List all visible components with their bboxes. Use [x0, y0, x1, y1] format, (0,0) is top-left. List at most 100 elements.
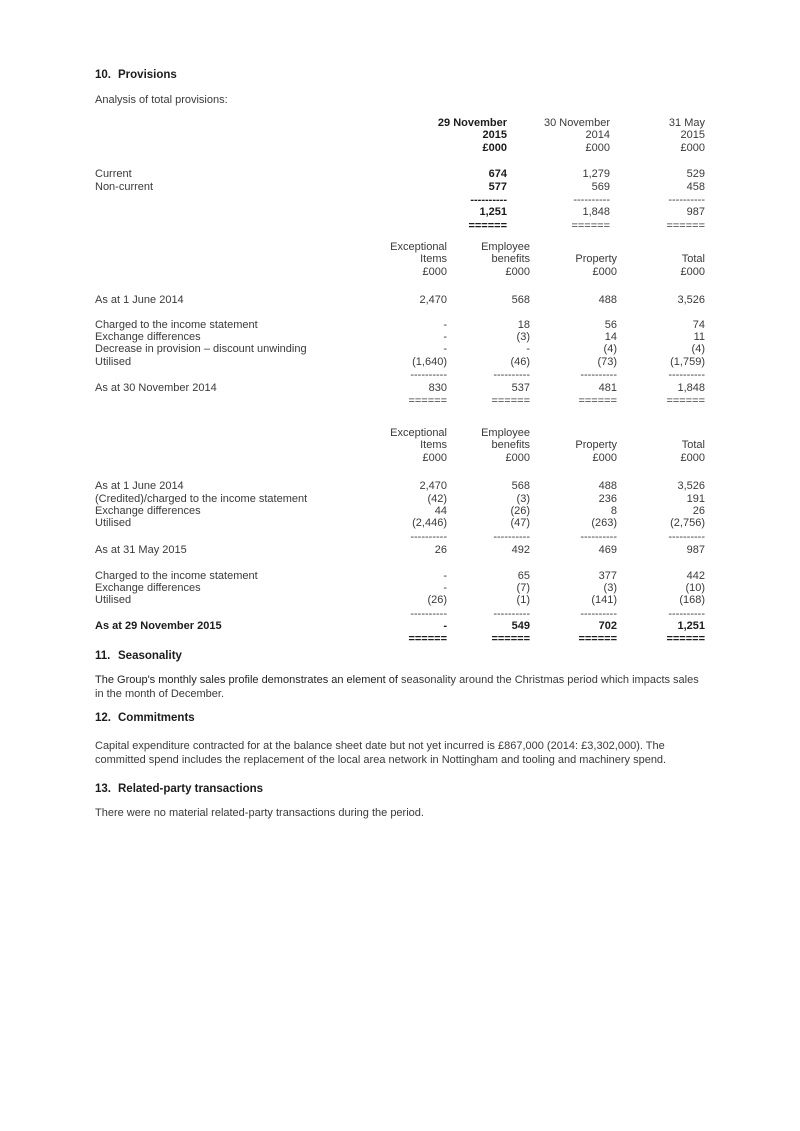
double-rule: ======	[666, 394, 705, 407]
cell: -	[526, 343, 530, 356]
table-row: Utilised (2,446) (47) (263) (2,756)	[95, 517, 705, 529]
table-header-row: Exceptional Items £000 Employee benefits…	[95, 427, 705, 464]
rule-spacer	[95, 395, 375, 407]
row-label: As at 29 November 2015	[95, 620, 222, 633]
header-line	[530, 241, 617, 253]
cell: 3,526	[677, 480, 705, 493]
header-line: £000	[505, 451, 530, 464]
table-row-opening: As at 1 June 2014 2,470 568 488 3,526	[95, 294, 705, 306]
dash-rule: ----------	[410, 369, 447, 382]
cell: 469	[598, 544, 617, 557]
dash-rule: ----------	[668, 607, 705, 620]
table-row-current: Current 674 1,279 529	[95, 168, 705, 180]
cell: 3,526	[677, 294, 705, 307]
section-heading-provisions: 10. Provisions	[95, 69, 705, 81]
cell: (1,640)	[412, 355, 447, 368]
col-header-total: Total £000	[617, 427, 705, 464]
commitments-paragraph: Capital expenditure contracted for at th…	[95, 740, 667, 766]
row-label: (Credited)/charged to the income stateme…	[95, 492, 308, 505]
total-rule: ====== ====== ====== ======	[95, 395, 705, 407]
row-label: Utilised	[95, 594, 132, 607]
cell: 442	[686, 569, 705, 582]
header-line: Property	[575, 253, 617, 266]
cell: 569	[591, 180, 610, 193]
section-title: Commitments	[118, 712, 195, 724]
header-line: 2015	[482, 129, 507, 142]
header-line: £000	[585, 141, 610, 154]
subtotal-rule: ---------- ---------- ---------- -------…	[95, 369, 705, 381]
dash-rule: ----------	[470, 193, 507, 206]
rule-spacer	[95, 608, 375, 620]
header-line: 29 November	[437, 117, 507, 130]
table-row: Utilised (26) (1) (141) (168)	[95, 594, 705, 606]
table-row: Decrease in provision – discount unwindi…	[95, 343, 705, 355]
rule-spacer	[95, 531, 375, 543]
section-number: 11.	[95, 650, 111, 662]
cell: 549	[511, 620, 530, 633]
table-row-closing: As at 30 November 2014 830 537 481 1,848	[95, 382, 705, 394]
cell: 529	[686, 168, 705, 181]
section-number: 12.	[95, 712, 111, 724]
table-row: Exchange differences - (7) (3) (10)	[95, 582, 705, 594]
cell: 2,470	[419, 480, 447, 493]
provisions-movement-table-2015: Exceptional Items £000 Employee benefits…	[95, 427, 705, 646]
header-line: £000	[422, 451, 447, 464]
cell: (42)	[427, 492, 447, 505]
cell: (10)	[685, 581, 705, 594]
dash-rule: ----------	[668, 193, 705, 206]
dash-rule: ----------	[493, 369, 530, 382]
header-line: £000	[680, 451, 705, 464]
cell: 568	[511, 294, 530, 307]
cell: 11	[693, 330, 705, 343]
dash-rule: ----------	[410, 607, 447, 620]
row-label	[95, 206, 397, 218]
cell: (26)	[510, 504, 530, 517]
cell: -	[443, 620, 447, 633]
header-line: 2015	[680, 129, 705, 142]
row-label: Non-current	[95, 180, 154, 193]
col-header-employee-benefits: Employee benefits £000	[447, 241, 530, 278]
section-title: Provisions	[118, 69, 177, 81]
cell: 987	[686, 206, 705, 219]
section-number: 10.	[95, 69, 111, 81]
cell: 481	[598, 381, 617, 394]
col-header-total: Total £000	[617, 241, 705, 278]
table-row: Charged to the income statement - 18 56 …	[95, 319, 705, 331]
cell: 191	[686, 492, 705, 505]
table-row-mid: As at 31 May 2015 26 492 469 987	[95, 544, 705, 556]
cell: (3)	[516, 330, 530, 343]
paragraph-rest: seasonality around the Christmas period …	[95, 674, 699, 700]
section-heading-seasonality: 11. Seasonality	[95, 650, 705, 662]
header-line: Total	[681, 439, 705, 452]
cell: 65	[517, 569, 530, 582]
col-header-exceptional-items: Exceptional Items £000	[375, 427, 447, 464]
provisions-summary-table: 29 November 2015 £000 30 November 2014 £…	[95, 117, 705, 232]
header-line: 31 May	[668, 117, 705, 130]
table-row: (Credited)/charged to the income stateme…	[95, 493, 705, 505]
table-row: Exchange differences - (3) 14 11	[95, 331, 705, 343]
subtotal-rule: ---------- ---------- ----------	[95, 194, 705, 206]
cell: 1,251	[479, 206, 507, 219]
table-row-total: 1,251 1,848 987	[95, 206, 705, 218]
table-row: Utilised (1,640) (46) (73) (1,759)	[95, 356, 705, 368]
cell: (168)	[679, 594, 705, 607]
dash-rule: ----------	[580, 607, 617, 620]
cell: 377	[598, 569, 617, 582]
cell: (2,446)	[412, 517, 447, 530]
header-line: benefits	[491, 253, 530, 266]
header-line: £000	[592, 265, 617, 278]
header-line: Employee	[481, 427, 530, 440]
cell: 1,848	[582, 206, 610, 219]
total-rule: ====== ====== ====== ======	[95, 633, 705, 645]
cell: 488	[598, 294, 617, 307]
rule-spacer	[95, 194, 397, 206]
cell: 26	[434, 544, 447, 557]
cell: 577	[488, 180, 507, 193]
dash-rule: ----------	[580, 530, 617, 543]
header-line: Items	[420, 253, 447, 266]
cell: (26)	[427, 594, 447, 607]
cell: 44	[434, 504, 447, 517]
cell: (263)	[591, 517, 617, 530]
table-row: Charged to the income statement - 65 377…	[95, 570, 705, 582]
